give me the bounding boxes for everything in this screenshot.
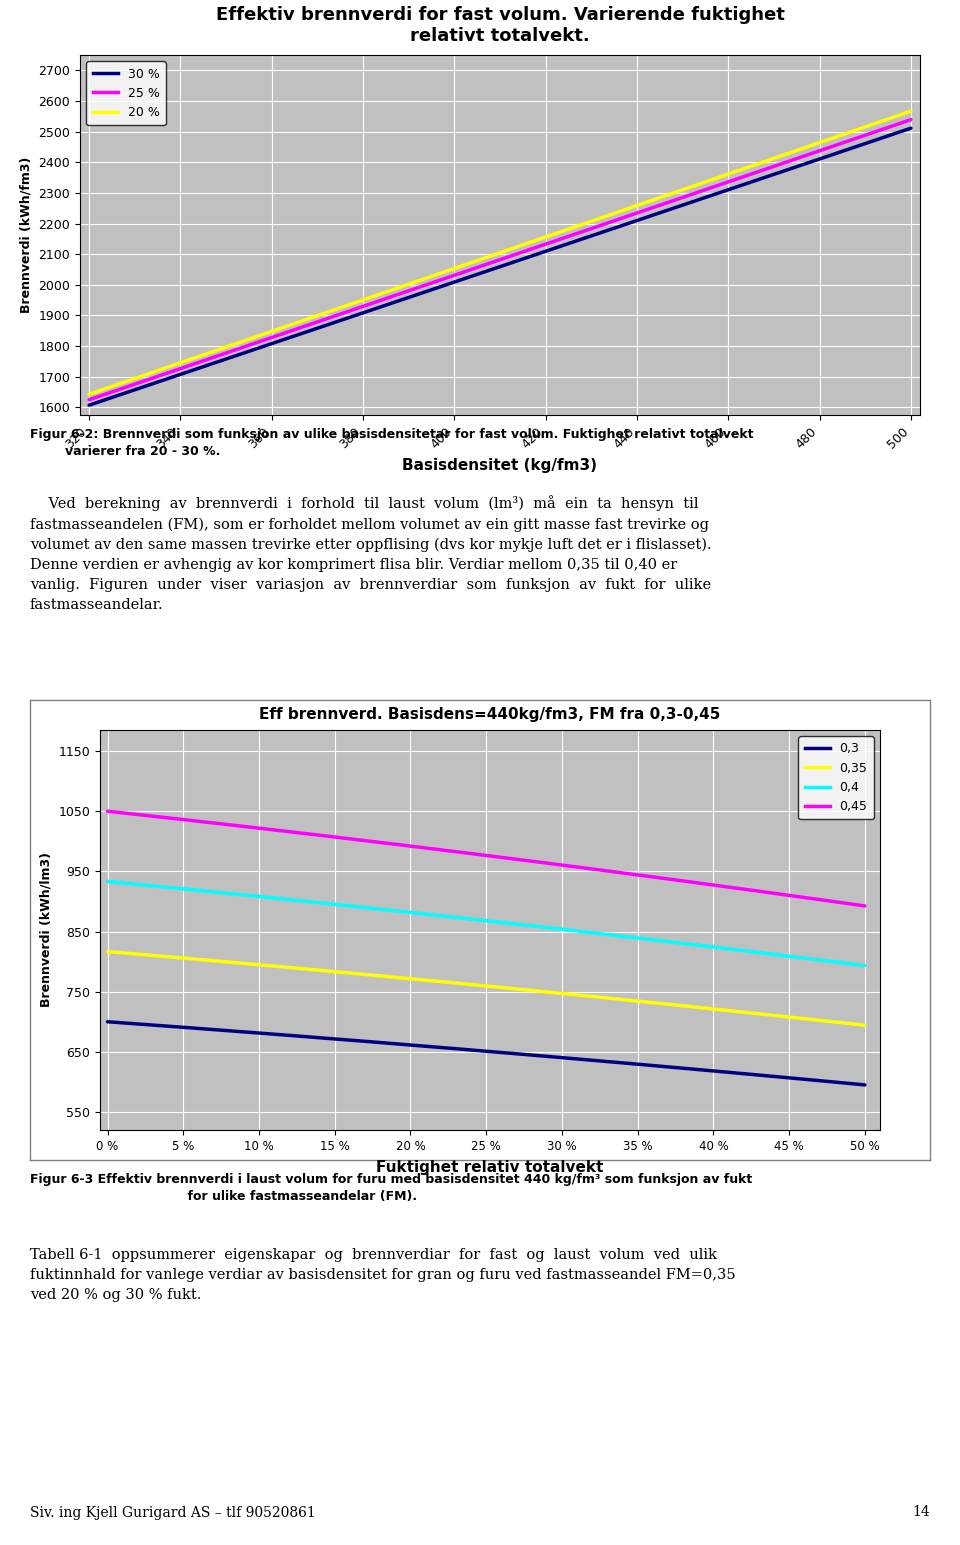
0,35 <box>148 946 159 964</box>
0,35 <box>243 955 254 973</box>
0,45 <box>132 805 144 823</box>
0,4 <box>795 949 806 967</box>
Line: 0,4: 0,4 <box>108 881 865 966</box>
25 % <box>905 110 917 128</box>
20 % <box>266 321 277 340</box>
Text: Tabell 6-1  oppsummerer  eigenskapar  og  brennverdiar  for  fast  og  laust  vo: Tabell 6-1 oppsummerer eigenskapar og br… <box>30 1248 735 1302</box>
Text: Figur 6-2: Brennverdi som funksjon av ulike basisdensitetar for fast volum. Fukt: Figur 6-2: Brennverdi som funksjon av ul… <box>30 428 754 457</box>
0,3 <box>795 1069 806 1088</box>
0,45 <box>148 806 159 825</box>
Y-axis label: Brennverdi (kWh/fm3): Brennverdi (kWh/fm3) <box>20 156 33 314</box>
Title: Eff brennverd. Basisdens=440kg/fm3, FM fra 0,3-0,45: Eff brennverd. Basisdens=440kg/fm3, FM f… <box>259 708 721 722</box>
0,3 <box>859 1075 871 1094</box>
Y-axis label: Brennverdi (kWh/lm3): Brennverdi (kWh/lm3) <box>40 853 53 1007</box>
X-axis label: Fuktighet relativ totalvekt: Fuktighet relativ totalvekt <box>376 1160 604 1174</box>
0,4 <box>821 952 832 970</box>
20 % <box>905 102 917 121</box>
0,35 <box>821 1012 832 1031</box>
Text: 14: 14 <box>912 1505 930 1519</box>
X-axis label: Basisdensitet (kg/fm3): Basisdensitet (kg/fm3) <box>402 457 597 473</box>
30 % <box>357 303 369 321</box>
20 % <box>175 354 186 372</box>
25 % <box>266 328 277 346</box>
30 % <box>540 243 551 261</box>
20 % <box>723 165 734 184</box>
0,35 <box>795 1009 806 1027</box>
Line: 25 %: 25 % <box>89 119 911 400</box>
0,4 <box>148 876 159 895</box>
0,45 <box>102 802 113 820</box>
30 % <box>814 150 826 168</box>
0,35 <box>102 942 113 961</box>
20 % <box>357 290 369 309</box>
30 % <box>631 212 642 230</box>
Text: Ved  berekning  av  brennverdi  i  forhold  til  laust  volum  (lm³)  må  ein  t: Ved berekning av brennverdi i forhold ti… <box>30 494 711 612</box>
0,3 <box>102 1012 113 1031</box>
0,45 <box>243 817 254 836</box>
0,35 <box>303 959 315 978</box>
20 % <box>448 260 460 278</box>
30 % <box>723 181 734 199</box>
0,3 <box>132 1015 144 1034</box>
25 % <box>448 266 460 284</box>
20 % <box>84 385 95 403</box>
30 % <box>905 119 917 138</box>
30 % <box>84 396 95 414</box>
30 % <box>448 273 460 292</box>
25 % <box>631 204 642 222</box>
Text: Siv. ing Kjell Gurigard AS – tlf 90520861: Siv. ing Kjell Gurigard AS – tlf 9052086… <box>30 1505 316 1519</box>
Line: 30 %: 30 % <box>89 128 911 405</box>
25 % <box>814 142 826 161</box>
0,3 <box>821 1072 832 1091</box>
0,4 <box>243 887 254 905</box>
Line: 0,45: 0,45 <box>108 811 865 905</box>
0,4 <box>132 874 144 893</box>
25 % <box>723 173 734 192</box>
0,4 <box>303 893 315 912</box>
30 % <box>266 334 277 352</box>
25 % <box>540 235 551 253</box>
0,35 <box>859 1017 871 1035</box>
0,45 <box>795 888 806 907</box>
0,4 <box>859 956 871 975</box>
Line: 20 %: 20 % <box>89 111 911 394</box>
Title: Effektiv brennverdi for fast volum. Varierende fuktighet
relativt totalvekt.: Effektiv brennverdi for fast volum. Vari… <box>216 6 784 45</box>
25 % <box>84 391 95 409</box>
0,3 <box>243 1023 254 1041</box>
30 % <box>175 365 186 383</box>
Legend: 0,3, 0,35, 0,4, 0,45: 0,3, 0,35, 0,4, 0,45 <box>799 737 874 819</box>
0,35 <box>132 946 144 964</box>
25 % <box>357 297 369 315</box>
25 % <box>175 360 186 379</box>
0,4 <box>102 871 113 890</box>
20 % <box>540 227 551 246</box>
0,45 <box>859 896 871 915</box>
Line: 0,35: 0,35 <box>108 952 865 1026</box>
0,45 <box>303 825 315 844</box>
0,45 <box>821 891 832 910</box>
Legend: 30 %, 25 %, 20 %: 30 %, 25 %, 20 % <box>86 62 166 125</box>
20 % <box>814 133 826 151</box>
Text: Figur 6-3 Effektiv brennverdi i laust volum for furu med basisdensitet 440 kg/fm: Figur 6-3 Effektiv brennverdi i laust vo… <box>30 1173 753 1204</box>
0,3 <box>303 1027 315 1046</box>
0,3 <box>148 1015 159 1034</box>
Line: 0,3: 0,3 <box>108 1021 865 1085</box>
20 % <box>631 196 642 215</box>
